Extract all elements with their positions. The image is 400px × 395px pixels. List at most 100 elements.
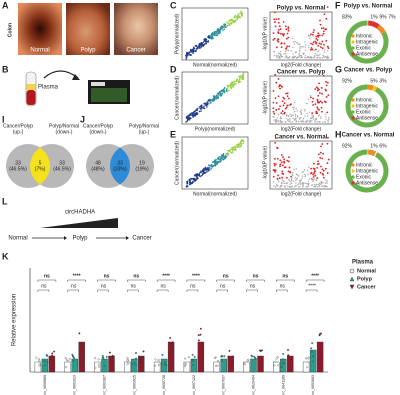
dot bbox=[49, 357, 52, 360]
scatter-dot bbox=[230, 152, 233, 154]
dot bbox=[274, 360, 277, 363]
scatter-dot bbox=[188, 53, 191, 56]
volcano-dot bbox=[288, 56, 291, 58]
donut-slice bbox=[372, 85, 378, 92]
dot bbox=[227, 363, 230, 366]
dot bbox=[38, 359, 41, 362]
volcano-dot bbox=[287, 120, 289, 122]
scatter-dot bbox=[226, 153, 229, 155]
volcano-dot bbox=[302, 119, 304, 121]
venn-count: (48%) bbox=[91, 166, 105, 172]
volcano-dot bbox=[275, 118, 278, 121]
scatter-dot bbox=[212, 99, 215, 102]
volcano-dot bbox=[294, 177, 297, 179]
volcano-dot bbox=[324, 101, 327, 104]
scatter-dot bbox=[207, 36, 210, 39]
legend-label: Intronic bbox=[356, 33, 373, 39]
legend-swatch bbox=[351, 110, 355, 114]
volcano-dot bbox=[320, 180, 323, 183]
scatter-dot bbox=[198, 106, 201, 108]
slice-label: 92% bbox=[342, 143, 353, 149]
legend-swatch bbox=[351, 169, 355, 173]
volcano-dot bbox=[290, 50, 293, 52]
volcano-dot bbox=[277, 120, 279, 122]
plot-title: Polyp vs. Normal bbox=[277, 6, 326, 12]
panel-label: B bbox=[2, 64, 9, 74]
significance: ns bbox=[223, 273, 229, 279]
dot bbox=[307, 357, 310, 360]
scatter-dot bbox=[195, 109, 198, 111]
legend-title: Plasma bbox=[352, 260, 374, 266]
dot bbox=[171, 341, 174, 344]
scatter-dot bbox=[217, 160, 219, 163]
bracket bbox=[276, 289, 288, 292]
volcano-dot bbox=[310, 47, 313, 49]
dot bbox=[193, 355, 196, 358]
volcano-dot bbox=[298, 54, 300, 56]
volcano-dot bbox=[318, 182, 321, 185]
scatter-dot bbox=[230, 22, 233, 24]
volcano-dot bbox=[279, 50, 282, 53]
axis-label: Normal(normalized) bbox=[193, 62, 237, 68]
dot bbox=[138, 358, 141, 361]
bracket bbox=[216, 289, 228, 292]
scatter-dot bbox=[219, 90, 221, 93]
legend-label: Intronic bbox=[356, 162, 373, 168]
volcano-dot bbox=[287, 27, 290, 30]
bar bbox=[183, 361, 191, 373]
volcano-dot bbox=[294, 118, 296, 120]
bar bbox=[273, 361, 280, 373]
category-label: hsa_circ_0005728 bbox=[162, 375, 166, 395]
scatter-dot bbox=[227, 153, 230, 155]
volcano-dot bbox=[320, 182, 323, 184]
volcano-dot bbox=[312, 41, 315, 44]
volcano-dot bbox=[301, 182, 303, 185]
axis-label: -log10(P value) bbox=[262, 146, 268, 180]
volcano-dot bbox=[316, 106, 319, 109]
scatter-dot bbox=[213, 161, 216, 163]
volcano-dot bbox=[283, 161, 286, 164]
bracket bbox=[186, 289, 199, 292]
venn-count: (46.5%) bbox=[9, 166, 27, 172]
volcano-dot bbox=[321, 157, 324, 160]
dot bbox=[109, 351, 111, 354]
venn-count: 19 bbox=[139, 160, 145, 166]
volcano-dot bbox=[322, 32, 325, 35]
scatter-dot bbox=[207, 102, 209, 105]
volcano-dot bbox=[280, 112, 283, 115]
volcano-dot bbox=[302, 184, 304, 186]
volcano-dot bbox=[316, 39, 319, 41]
volcano-dot bbox=[326, 56, 328, 59]
scatter-dot bbox=[202, 171, 205, 173]
legend-label: Cancer bbox=[357, 284, 377, 290]
volcano-dot bbox=[320, 183, 322, 186]
panel-label: F bbox=[335, 0, 341, 10]
dot bbox=[135, 364, 138, 367]
volcano-dot bbox=[295, 168, 297, 170]
volcano-dot bbox=[316, 57, 318, 59]
scatter-dot bbox=[233, 15, 236, 18]
venn-count: 33 bbox=[15, 160, 21, 166]
scatter-dot bbox=[224, 155, 226, 158]
dot bbox=[291, 358, 294, 361]
scatter-dot bbox=[236, 18, 239, 21]
scatter-dot bbox=[223, 23, 225, 26]
volcano-dot bbox=[325, 40, 328, 42]
volcano-dot bbox=[281, 110, 284, 112]
bracket bbox=[246, 289, 258, 292]
volcano-dot bbox=[319, 46, 322, 49]
volcano-dot bbox=[277, 117, 279, 119]
scatter-dot bbox=[215, 34, 218, 37]
volcano-dot bbox=[304, 46, 306, 48]
volcano-dot bbox=[285, 117, 287, 120]
volcano-dot bbox=[287, 118, 289, 121]
volcano-dot bbox=[315, 112, 318, 115]
scatter-dot bbox=[224, 157, 226, 160]
volcano-dot bbox=[275, 109, 278, 111]
venn-header: Polyp/Normal bbox=[49, 123, 79, 129]
dot bbox=[43, 364, 46, 367]
scatter-dot bbox=[225, 156, 227, 159]
volcano-dot bbox=[313, 55, 316, 58]
dot bbox=[157, 360, 160, 363]
volcano-dot bbox=[279, 105, 281, 108]
